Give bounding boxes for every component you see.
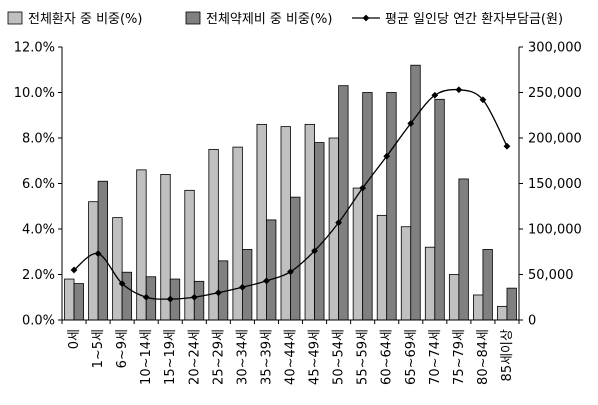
bar-patients-0	[64, 278, 75, 321]
right-tick-label-1: 50,000	[528, 268, 574, 283]
point-burden-14	[407, 120, 415, 127]
bar-drugcost-15	[434, 98, 445, 321]
right-tick-label-2: 100,000	[528, 223, 582, 238]
bar-drugcost-13	[386, 92, 397, 321]
left-tick-label-6: 12.0%	[14, 41, 55, 56]
left-tick-label-4: 8.0%	[22, 132, 55, 147]
right-tick-label-4: 200,000	[528, 132, 582, 147]
right-tick-label-5: 250,000	[528, 86, 582, 101]
bar-patients-9	[280, 126, 291, 321]
right-tick-label-3: 150,000	[528, 177, 582, 192]
point-burden-6	[214, 289, 222, 297]
x-tick-label-12: 55~59세	[356, 329, 371, 385]
left-tick-label-3: 6.0%	[22, 177, 55, 192]
point-burden-4	[166, 295, 174, 303]
bar-drugcost-16	[458, 178, 469, 321]
bar-patients-16	[448, 274, 460, 321]
bar-patients-14	[400, 226, 412, 321]
bar-drugcost-14	[410, 64, 421, 321]
legend-swatch-drugcost	[185, 11, 201, 25]
x-tick-label-16: 75~79세	[452, 329, 467, 385]
x-tick-label-11: 50~54세	[332, 329, 347, 385]
point-burden-15	[431, 91, 439, 99]
left-tick-label-5: 10.0%	[14, 86, 55, 101]
bar-patients-15	[424, 246, 436, 321]
left-tick-label-0: 0.0%	[22, 314, 55, 329]
point-burden-10	[311, 247, 318, 255]
x-tick-label-15: 70~74세	[428, 329, 443, 385]
point-burden-2	[118, 280, 126, 287]
x-tick-label-5: 20~24세	[187, 329, 202, 385]
axes: 0.0% 2.0% 4.0% 6.0% 8.0% 10.0% 12.0% 0 50,000 100…	[14, 41, 582, 385]
legend-label-burden: 평균 일인당 연간 환자부담금(원)	[385, 12, 563, 27]
bar-patients-2	[112, 217, 123, 321]
legend-label-drugcost: 전체약제비 중 비중(%)	[206, 12, 332, 27]
legend-swatch-patients	[7, 11, 23, 25]
point-burden-5	[190, 293, 198, 301]
point-burden-1	[94, 250, 102, 257]
bar-patients-1	[88, 201, 99, 321]
x-tick-label-13: 60~64세	[380, 329, 395, 385]
x-tick-label-9: 40~44세	[284, 329, 299, 385]
point-burden-18	[503, 142, 511, 150]
point-burden-0	[70, 266, 78, 274]
legend-marker-burden	[362, 14, 370, 22]
point-burden-12	[359, 184, 367, 192]
x-tick-label-3: 10~14세	[139, 329, 154, 385]
point-burden-13	[383, 152, 391, 160]
bar-drugcost-11	[338, 85, 349, 321]
x-tick-label-8: 35~39세	[259, 329, 274, 385]
bar-drugcost-2	[121, 271, 133, 321]
plot-area	[64, 64, 517, 321]
point-burden-8	[263, 277, 270, 285]
bar-patients-12	[352, 187, 364, 321]
x-tick-label-18: 85세이상	[500, 329, 515, 381]
bar-drugcost-1	[97, 180, 108, 321]
x-tick-label-4: 15~19세	[163, 329, 178, 385]
point-burden-7	[238, 283, 246, 291]
bar-drugcost-12	[362, 92, 373, 321]
bar-drugcost-10	[314, 142, 325, 321]
legend: 전체환자 중 비중(%) 전체약제비 중 비중(%) 평균 일인당 연간 환자부담금…	[7, 11, 563, 27]
left-tick-label-2: 4.0%	[22, 223, 55, 238]
bar-drugcost-5	[193, 280, 205, 321]
bar-drugcost-17	[482, 249, 493, 321]
x-tick-label-6: 25~29세	[211, 329, 226, 385]
x-tick-label-17: 80~84세	[476, 329, 491, 385]
point-burden-17	[479, 96, 487, 104]
x-tick-label-2: 6~9세	[115, 329, 130, 368]
bar-patients-8	[256, 123, 267, 321]
point-burden-9	[287, 268, 294, 276]
point-burden-11	[335, 219, 343, 227]
x-tick-label-0: 0세	[67, 329, 82, 349]
bar-patients-18	[497, 305, 508, 321]
left-tick-label-1: 2.0%	[22, 268, 55, 283]
x-tick-label-1: 1~5세	[91, 329, 106, 368]
bar-patients-7	[232, 146, 243, 321]
bar-patients-10	[304, 123, 315, 321]
bar-patients-17	[473, 294, 484, 321]
point-burden-3	[142, 293, 150, 301]
bar-patients-13	[376, 214, 388, 321]
bar-drugcost-8	[266, 219, 277, 321]
bar-patients-5	[184, 189, 195, 321]
right-tick-label-6: 300,000	[528, 41, 582, 56]
legend-label-patients: 전체환자 중 비중(%)	[28, 12, 142, 27]
x-tick-label-14: 65~69세	[404, 329, 419, 385]
x-tick-label-10: 45~49세	[308, 329, 323, 385]
bar-drugcost-9	[290, 196, 301, 321]
bar-drugcost-0	[73, 283, 84, 321]
right-tick-label-0: 0	[528, 314, 536, 329]
bar-drugcost-18	[506, 287, 517, 321]
point-burden-16	[455, 86, 463, 94]
x-tick-label-7: 30~34세	[235, 329, 250, 385]
